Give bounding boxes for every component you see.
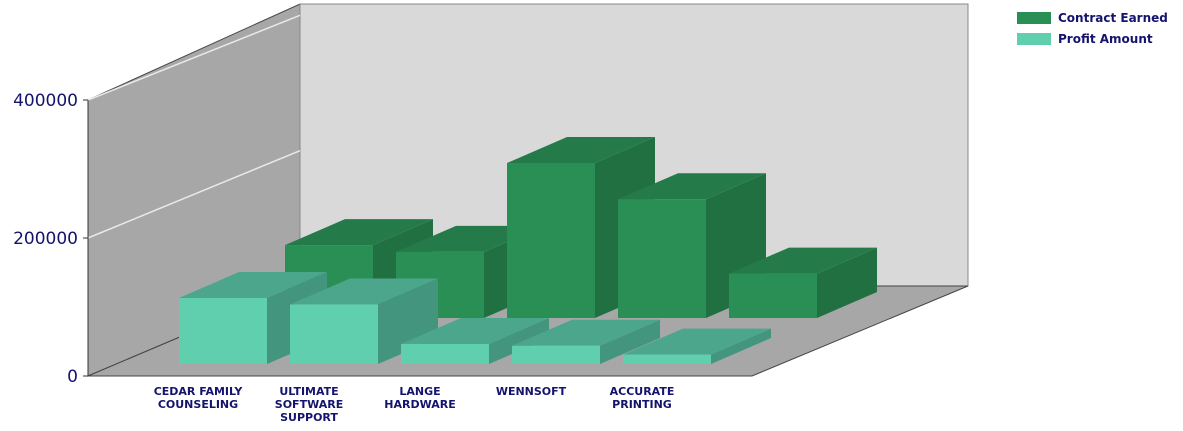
x-category-label: CEDAR FAMILY COUNSELING xyxy=(154,385,244,411)
bar-side xyxy=(711,328,771,364)
bar-top xyxy=(512,319,660,346)
bar-top xyxy=(401,317,549,344)
legend: Contract Earned Profit Amount xyxy=(1017,11,1168,46)
bar-front xyxy=(290,304,378,364)
bar-profit-amount xyxy=(623,328,771,364)
x-axis-labels: CEDAR FAMILY COUNSELING ULTIMATE SOFTWARE SU… xyxy=(154,385,675,424)
bar-profit-amount xyxy=(290,278,438,364)
bar-side xyxy=(489,317,549,364)
legend-label-profit-amount: Profit Amount xyxy=(1058,32,1153,46)
gridline xyxy=(87,14,301,101)
bar-contract-earned xyxy=(729,247,877,318)
y-tick-label: 0 xyxy=(67,367,78,387)
bar-front xyxy=(729,273,817,318)
bar-profit-amount xyxy=(401,317,549,364)
bar-front xyxy=(623,354,711,364)
y-tick-label: 200000 xyxy=(13,229,78,249)
gridlines xyxy=(87,14,301,239)
legend-swatch-profit-amount xyxy=(1017,33,1051,45)
bar-front xyxy=(507,163,595,318)
gridline xyxy=(87,149,301,239)
bar-top xyxy=(623,328,771,355)
bar-front xyxy=(179,298,267,364)
bars xyxy=(179,137,877,364)
legend-label-contract-earned: Contract Earned xyxy=(1058,11,1168,25)
y-tick-label: 400000 xyxy=(13,91,78,111)
x-category-label: ULTIMATE SOFTWARE SUPPORT xyxy=(275,385,343,424)
bar-top xyxy=(618,173,766,200)
bar-front xyxy=(401,343,489,364)
bar-top xyxy=(507,137,655,163)
bar-top xyxy=(285,219,433,246)
bar-top xyxy=(179,272,327,298)
x-category-label: LANGE HARDWARE xyxy=(384,385,455,411)
y-axis: 0 200000 400000 xyxy=(13,91,89,387)
x-category-label: ACCURATE PRINTING xyxy=(610,385,675,411)
bar-top xyxy=(729,247,877,274)
x-category-label: WENNSOFT xyxy=(496,385,567,398)
legend-swatch-contract-earned xyxy=(1017,12,1051,24)
bar-front xyxy=(512,345,600,364)
bar-side xyxy=(600,319,660,364)
bar-side xyxy=(817,247,877,318)
bar-profit-amount xyxy=(512,319,660,364)
bar-front xyxy=(618,199,706,318)
bar-top xyxy=(290,278,438,305)
